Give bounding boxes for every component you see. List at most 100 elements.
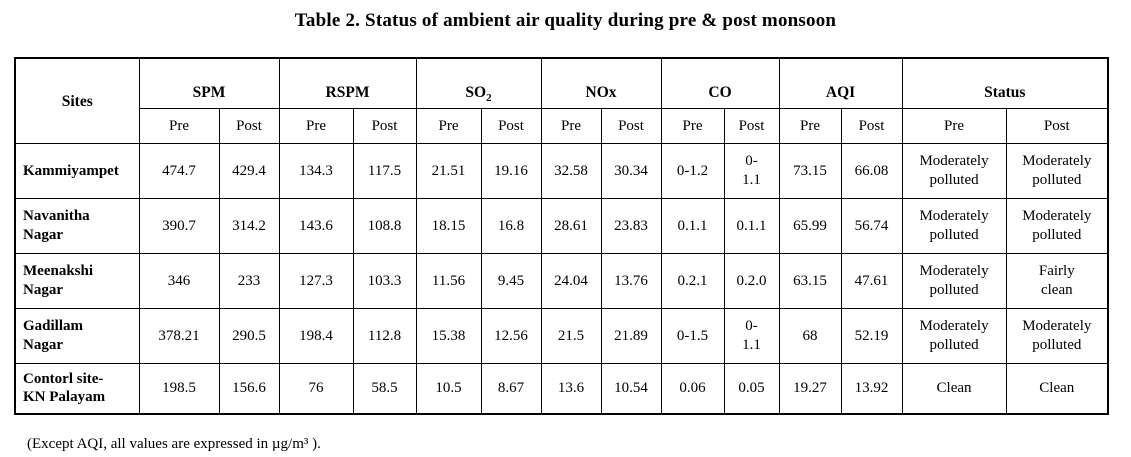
header-sub-row: Pre Post Pre Post Pre Post Pre Post Pre … — [15, 108, 1109, 144]
status-cell: Moderately polluted — [901, 253, 1007, 309]
value-cell: 0.2.0 — [723, 253, 780, 309]
header-aqi-pre: Pre — [778, 108, 842, 144]
header-co-pre: Pre — [660, 108, 725, 144]
status-cell: Fairly clean — [1005, 253, 1109, 309]
status-cell: Moderately polluted — [1005, 308, 1109, 364]
value-cell: 0.2.1 — [660, 253, 725, 309]
value-cell: 21.89 — [600, 308, 662, 364]
header-group-spm: SPM — [138, 57, 280, 109]
value-cell: 112.8 — [352, 308, 417, 364]
value-cell: 19.16 — [480, 143, 542, 199]
value-cell: 66.08 — [840, 143, 903, 199]
value-cell: 346 — [138, 253, 220, 309]
status-cell: Moderately polluted — [901, 143, 1007, 199]
header-rspm-post: Post — [352, 108, 417, 144]
table-row-gadillam-nagar: Gadillam Nagar 378.21 290.5 198.4 112.8 … — [14, 308, 1109, 364]
value-cell: 8.67 — [480, 363, 542, 414]
table-row-meenakshi-nagar: Meenakshi Nagar 346 233 127.3 103.3 11.5… — [14, 253, 1109, 309]
value-cell: 65.99 — [778, 198, 842, 254]
value-cell: 73.15 — [778, 143, 842, 199]
value-cell: 13.76 — [600, 253, 662, 309]
value-cell: 11.56 — [415, 253, 482, 309]
value-cell: 429.4 — [218, 143, 280, 199]
value-cell: 378.21 — [138, 308, 220, 364]
header-group-status: Status — [901, 57, 1109, 109]
header-group-row: Sites SPM RSPM SO2 NOx CO AQI Status — [14, 57, 1109, 144]
value-cell: 0- 1.1 — [723, 308, 780, 364]
status-cell: Moderately polluted — [1005, 143, 1109, 199]
so2-subscript: 2 — [486, 92, 492, 105]
co-label: CO — [708, 84, 732, 101]
value-cell: 314.2 — [218, 198, 280, 254]
value-cell: 117.5 — [352, 143, 417, 199]
spm-label: SPM — [192, 84, 226, 101]
value-cell: 63.15 — [778, 253, 842, 309]
site-name: Kammiyampet — [14, 143, 140, 199]
value-cell: 0.06 — [660, 363, 725, 414]
header-spm-post: Post — [218, 108, 280, 144]
value-cell: 103.3 — [352, 253, 417, 309]
table-row-control-site: Contorl site- KN Palayam 198.5 156.6 76 … — [14, 363, 1109, 414]
value-cell: 198.4 — [278, 308, 354, 364]
value-cell: 390.7 — [138, 198, 220, 254]
so2-label: SO — [465, 84, 487, 101]
value-cell: 0-1.2 — [660, 143, 725, 199]
header-spm-pre: Pre — [138, 108, 220, 144]
value-cell: 32.58 — [540, 143, 602, 199]
value-cell: 12.56 — [480, 308, 542, 364]
value-cell: 156.6 — [218, 363, 280, 414]
header-sites: Sites — [14, 57, 140, 144]
status-cell: Moderately polluted — [901, 198, 1007, 254]
value-cell: 23.83 — [600, 198, 662, 254]
table-row-navanitha-nagar: Navanitha Nagar 390.7 314.2 143.6 108.8 … — [14, 198, 1109, 254]
value-cell: 56.74 — [840, 198, 903, 254]
site-name: Navanitha Nagar — [14, 198, 140, 254]
value-cell: 0.1.1 — [723, 198, 780, 254]
status-label: Status — [984, 84, 1026, 101]
value-cell: 134.3 — [278, 143, 354, 199]
value-cell: 13.92 — [840, 363, 903, 414]
value-cell: 474.7 — [138, 143, 220, 199]
header-group-so2: SO2 — [415, 57, 542, 109]
header-nox-pre: Pre — [540, 108, 602, 144]
value-cell: 58.5 — [352, 363, 417, 414]
aqi-label: AQI — [825, 84, 856, 101]
value-cell: 0- 1.1 — [723, 143, 780, 199]
value-cell: 10.5 — [415, 363, 482, 414]
header-status-post: Post — [1005, 108, 1109, 144]
header-nox-post: Post — [600, 108, 662, 144]
header-aqi-post: Post — [840, 108, 903, 144]
value-cell: 0.1.1 — [660, 198, 725, 254]
header-co-post: Post — [723, 108, 780, 144]
value-cell: 108.8 — [352, 198, 417, 254]
header-so2-post: Post — [480, 108, 542, 144]
site-name: Meenakshi Nagar — [14, 253, 140, 309]
value-cell: 0.05 — [723, 363, 780, 414]
header-rspm-pre: Pre — [278, 108, 354, 144]
value-cell: 13.6 — [540, 363, 602, 414]
value-cell: 68 — [778, 308, 842, 364]
value-cell: 30.34 — [600, 143, 662, 199]
header-group-co: CO — [660, 57, 780, 109]
value-cell: 0-1.5 — [660, 308, 725, 364]
nox-label: NOx — [585, 84, 617, 101]
rspm-label: RSPM — [325, 84, 370, 101]
site-name: Gadillam Nagar — [14, 308, 140, 364]
header-group-aqi: AQI — [778, 57, 903, 109]
value-cell: 15.38 — [415, 308, 482, 364]
footnote: (Except AQI, all values are expressed in… — [27, 436, 321, 452]
value-cell: 127.3 — [278, 253, 354, 309]
header-status-pre: Pre — [901, 108, 1007, 144]
header-group-rspm: RSPM — [278, 57, 417, 109]
header-so2-pre: Pre — [415, 108, 482, 144]
value-cell: 21.51 — [415, 143, 482, 199]
table-caption: Table 2. Status of ambient air quality d… — [294, 10, 837, 31]
status-cell: Moderately polluted — [901, 308, 1007, 364]
value-cell: 24.04 — [540, 253, 602, 309]
value-cell: 16.8 — [480, 198, 542, 254]
value-cell: 52.19 — [840, 308, 903, 364]
value-cell: 233 — [218, 253, 280, 309]
status-cell: Clean — [901, 363, 1007, 414]
value-cell: 290.5 — [218, 308, 280, 364]
